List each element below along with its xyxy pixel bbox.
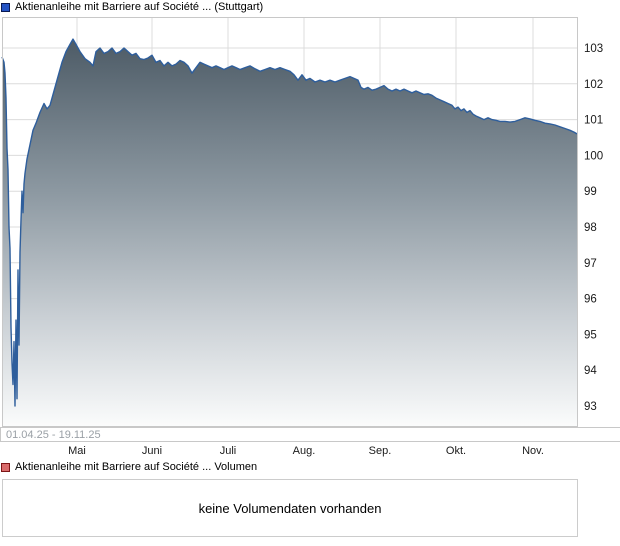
y-axis-tick-label: 97 [584, 258, 597, 270]
chart-title: Aktienanleihe mit Barriere auf Société .… [15, 1, 264, 13]
y-axis-tick-label: 94 [584, 365, 597, 377]
y-axis-tick-label: 103 [584, 43, 603, 55]
y-axis-tick-label: 102 [584, 79, 603, 91]
x-axis-month-label: Juni [142, 445, 162, 457]
price-chart-svg[interactable]: 01.04.25 - 19.11.25 Mai Juni Juli Aug. Sep. Ok… [0, 14, 620, 458]
price-chart-area[interactable]: 01.04.25 - 19.11.25 Mai Juni Juli Aug. Sep. Ok… [0, 14, 620, 458]
y-axis-tick-label: 101 [584, 115, 603, 127]
price-legend[interactable]: Aktienanleihe mit Barriere auf Société .… [1, 1, 263, 14]
y-axis-tick-label: 98 [584, 222, 597, 234]
price-area-fill [2, 39, 578, 427]
date-range-label: 01.04.25 - 19.11.25 [6, 429, 101, 441]
x-axis-month-label: Sep. [369, 445, 392, 457]
y-axis-tick-label: 93 [584, 401, 597, 413]
price-line [1, 38, 578, 407]
y-axis-tick-label: 95 [584, 329, 597, 341]
x-axis-month-label: Juli [220, 445, 237, 457]
y-axis-tick-label: 99 [584, 186, 597, 198]
x-axis-month-label: Okt. [446, 445, 466, 457]
price-series-swatch-icon [1, 3, 10, 12]
volume-legend-label: Aktienanleihe mit Barriere auf Société .… [15, 461, 258, 473]
x-axis-month-label: Mai [68, 445, 86, 457]
volume-panel: keine Volumendaten vorhanden [2, 479, 578, 537]
y-axis-tick-label: 100 [584, 150, 603, 162]
volume-series-swatch-icon [1, 463, 10, 472]
plot-border [2, 17, 578, 427]
x-axis-month-label: Nov. [522, 445, 544, 457]
volume-legend[interactable]: Aktienanleihe mit Barriere auf Société .… [1, 461, 257, 474]
no-volume-data-message: keine Volumendaten vorhanden [198, 500, 382, 516]
y-axis-tick-label: 96 [584, 294, 597, 306]
x-axis-month-label: Aug. [293, 445, 316, 457]
